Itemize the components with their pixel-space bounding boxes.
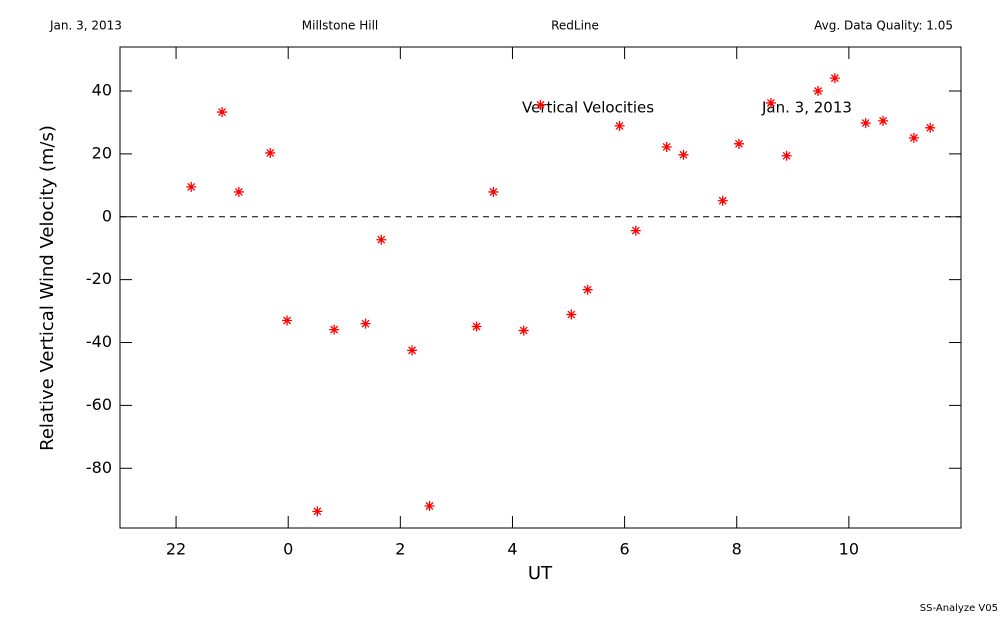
y-tick-label: 20 [92, 143, 112, 162]
x-tick-label: 4 [507, 540, 517, 559]
point [678, 149, 689, 160]
point [407, 345, 418, 356]
point [630, 225, 641, 236]
point [765, 97, 776, 108]
x-axis-label: UT [528, 563, 553, 584]
point [566, 309, 577, 320]
header-filter: RedLine [551, 19, 599, 33]
point [312, 506, 323, 517]
point [582, 284, 593, 295]
point [471, 321, 482, 332]
point [813, 86, 824, 97]
point [717, 195, 728, 206]
y-tick-label: 0 [102, 206, 112, 225]
x-tick-label: 22 [166, 540, 186, 559]
x-tick-label: 10 [839, 540, 859, 559]
annotation: Jan. 3, 2013 [761, 99, 852, 117]
x-tick-label: 6 [620, 540, 630, 559]
point [535, 99, 546, 110]
point [908, 132, 919, 143]
point [829, 73, 840, 84]
y-tick-label: 40 [92, 81, 112, 100]
point [217, 107, 228, 118]
annotation: Vertical Velocities [522, 99, 654, 117]
point [233, 186, 244, 197]
header-date: Jan. 3, 2013 [49, 19, 122, 33]
point [282, 315, 293, 326]
point [186, 181, 197, 192]
header-site: Millstone Hill [302, 19, 378, 33]
point [488, 186, 499, 197]
point [781, 150, 792, 161]
plot-frame [119, 46, 962, 529]
point [878, 115, 889, 126]
point [376, 234, 387, 245]
point [733, 138, 744, 149]
point [661, 141, 672, 152]
y-axis-label: Relative Vertical Wind Velocity (m/s) [37, 125, 58, 451]
y-tick-label: -80 [86, 458, 112, 477]
x-tick-label: 0 [283, 540, 293, 559]
y-tick-label: -40 [86, 332, 112, 351]
y-tick-label: -20 [86, 269, 112, 288]
footer: SS-Analyze V05 [920, 603, 998, 614]
point [925, 122, 936, 133]
point [518, 325, 529, 336]
x-tick-label: 8 [732, 540, 742, 559]
point [424, 500, 435, 511]
header-quality: Avg. Data Quality: 1.05 [814, 19, 953, 33]
point [614, 120, 625, 131]
y-tick-label: -60 [86, 395, 112, 414]
x-tick-label: 2 [395, 540, 405, 559]
point [860, 118, 871, 129]
point [265, 147, 276, 158]
point [360, 318, 371, 329]
point [329, 324, 340, 335]
